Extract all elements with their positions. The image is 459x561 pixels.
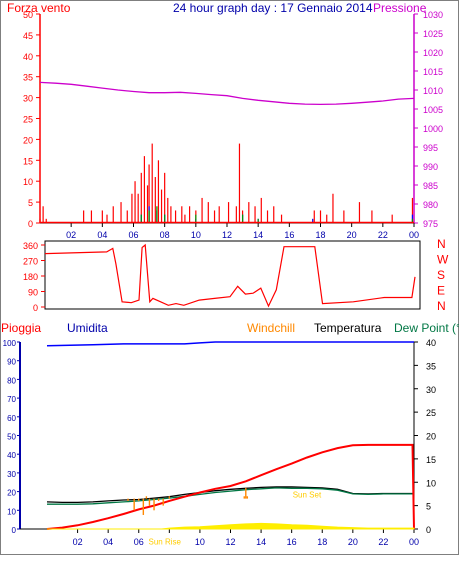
direction-compass-label: S <box>437 268 445 282</box>
wind-direction-line <box>44 243 416 308</box>
humidity-left-tick-label: 30 <box>7 470 16 479</box>
humidity-left-tick-label: 60 <box>7 414 16 423</box>
pressure-right-tick-label: 1015 <box>423 67 443 77</box>
temp-x-tick-label: 18 <box>317 537 327 547</box>
direction-compass-label: N <box>437 237 446 251</box>
temp-right-tick-label: 10 <box>426 478 436 488</box>
pressure-right-tick-label: 1000 <box>423 124 443 134</box>
wind-panel: 0510152025303540455097598098599099510001… <box>23 10 443 240</box>
direction-left-tick-label: 270 <box>23 257 38 267</box>
temp-panel-legend-label: Dew Point (°C <box>394 321 459 335</box>
humidity-left-tick-label: 90 <box>7 358 16 367</box>
pressure-line <box>39 81 415 106</box>
pressure-right-tick-label: 995 <box>423 143 438 153</box>
wind-left-tick-label: 15 <box>23 156 33 166</box>
temp-x-tick-label: 06 <box>134 537 144 547</box>
sun-annotation: Sun Rise <box>149 537 182 546</box>
temp-right-tick-label: 40 <box>426 338 436 348</box>
temp-right-tick-label: 5 <box>426 502 431 512</box>
temp-panel-legend-label: Temperatura <box>314 321 382 335</box>
temp-right-tick-label: 0 <box>426 525 431 535</box>
wind-left-tick-label: 35 <box>23 73 33 83</box>
temp-x-tick-label: 02 <box>73 537 83 547</box>
wind-left-tick-label: 30 <box>23 94 33 104</box>
humidity-left-tick-label: 80 <box>7 376 16 385</box>
temp-right-tick-label: 15 <box>426 455 436 465</box>
direction-compass-label: N <box>437 299 446 313</box>
direction-left-tick-label: 90 <box>28 288 38 298</box>
direction-frame <box>44 240 421 310</box>
pressure-right-tick-label: 1005 <box>423 105 443 115</box>
humidity-left-tick-label: 0 <box>12 526 17 535</box>
sun-annotation: Sun Set <box>293 491 322 500</box>
wind-left-tick-label: 45 <box>23 31 33 41</box>
wind-x-tick-label: 00 <box>409 230 419 240</box>
wind-left-tick-label: 20 <box>23 135 33 145</box>
dewpoint-line <box>47 487 414 505</box>
solar-area <box>47 522 415 530</box>
temp-x-tick-label: 10 <box>195 537 205 547</box>
wind-x-tick-label: 20 <box>347 230 357 240</box>
pressure-right-tick-label: 975 <box>423 219 438 229</box>
temp-x-tick-label: 20 <box>348 537 358 547</box>
wind-left-tick-label: 0 <box>28 219 33 229</box>
temp-panel-legend-label: Umidita <box>67 321 108 335</box>
wind-left-tick-label: 40 <box>23 52 33 62</box>
pressure-right-tick-label: 990 <box>423 162 438 172</box>
wind-left-tick-label: 50 <box>23 10 33 20</box>
humidity-left-tick-label: 70 <box>7 395 16 404</box>
direction-compass-label: W <box>437 253 449 267</box>
humidity-left-tick-label: 50 <box>7 433 16 442</box>
temp-x-tick-label: 00 <box>409 537 419 547</box>
left-axis-title-wind: Forza vento <box>7 1 71 15</box>
wind-x-tick-label: 08 <box>160 230 170 240</box>
wind-x-tick-label: 16 <box>284 230 294 240</box>
wind-left-tick-label: 5 <box>28 198 33 208</box>
pressure-right-tick-label: 1020 <box>423 48 443 58</box>
temp-right-tick-label: 25 <box>426 408 436 418</box>
right-axis-title-pressure: Pressione <box>373 1 427 15</box>
wind-x-tick-label: 12 <box>222 230 232 240</box>
direction-left-tick-label: 0 <box>33 303 38 313</box>
pressure-right-tick-label: 1010 <box>423 86 443 96</box>
humidity-left-tick-label: 20 <box>7 489 16 498</box>
direction-left-tick-label: 180 <box>23 272 38 282</box>
temp-right-tick-label: 35 <box>426 361 436 371</box>
pressure-right-tick-label: 980 <box>423 200 438 210</box>
temp-x-tick-label: 14 <box>256 537 266 547</box>
wind-left-tick-label: 10 <box>23 177 33 187</box>
temp-panel-legend-label: Windchill <box>247 321 295 335</box>
temp-x-tick-label: 04 <box>103 537 113 547</box>
pressure-right-tick-label: 1025 <box>423 29 443 39</box>
wind-x-tick-label: 06 <box>128 230 138 240</box>
wind-left-tick-label: 25 <box>23 115 33 125</box>
temp-panel-legend-label: Pioggia <box>1 321 41 335</box>
chart-title: 24 hour graph day : 17 Gennaio 2014 <box>173 1 373 15</box>
humidity-line <box>46 341 414 347</box>
direction-left-tick-label: 360 <box>23 241 38 251</box>
pressure-right-tick-label: 1030 <box>423 10 443 20</box>
temp-right-tick-label: 20 <box>426 432 436 442</box>
pressure-right-tick-label: 985 <box>423 181 438 191</box>
wind-x-tick-label: 02 <box>66 230 76 240</box>
wind-x-tick-label: 22 <box>378 230 388 240</box>
humidity-left-tick-label: 100 <box>3 339 17 348</box>
wind-x-tick-label: 14 <box>253 230 263 240</box>
temp-x-tick-label: 16 <box>287 537 297 547</box>
humidity-left-tick-label: 40 <box>7 451 16 460</box>
rain_total-line <box>46 443 415 530</box>
temp-panel: Pioggia Umidita Windchill Temperatura Dew Po… <box>1 321 459 547</box>
humidity-left-tick-label: 10 <box>7 507 16 516</box>
wind-x-tick-label: 10 <box>191 230 201 240</box>
temp-right-tick-label: 30 <box>426 385 436 395</box>
direction-compass-label: E <box>437 284 445 298</box>
wind-x-tick-label: 18 <box>315 230 325 240</box>
temp-x-tick-label: 12 <box>225 537 235 547</box>
temp-x-tick-label: 22 <box>378 537 388 547</box>
wind-x-tick-label: 04 <box>97 230 107 240</box>
